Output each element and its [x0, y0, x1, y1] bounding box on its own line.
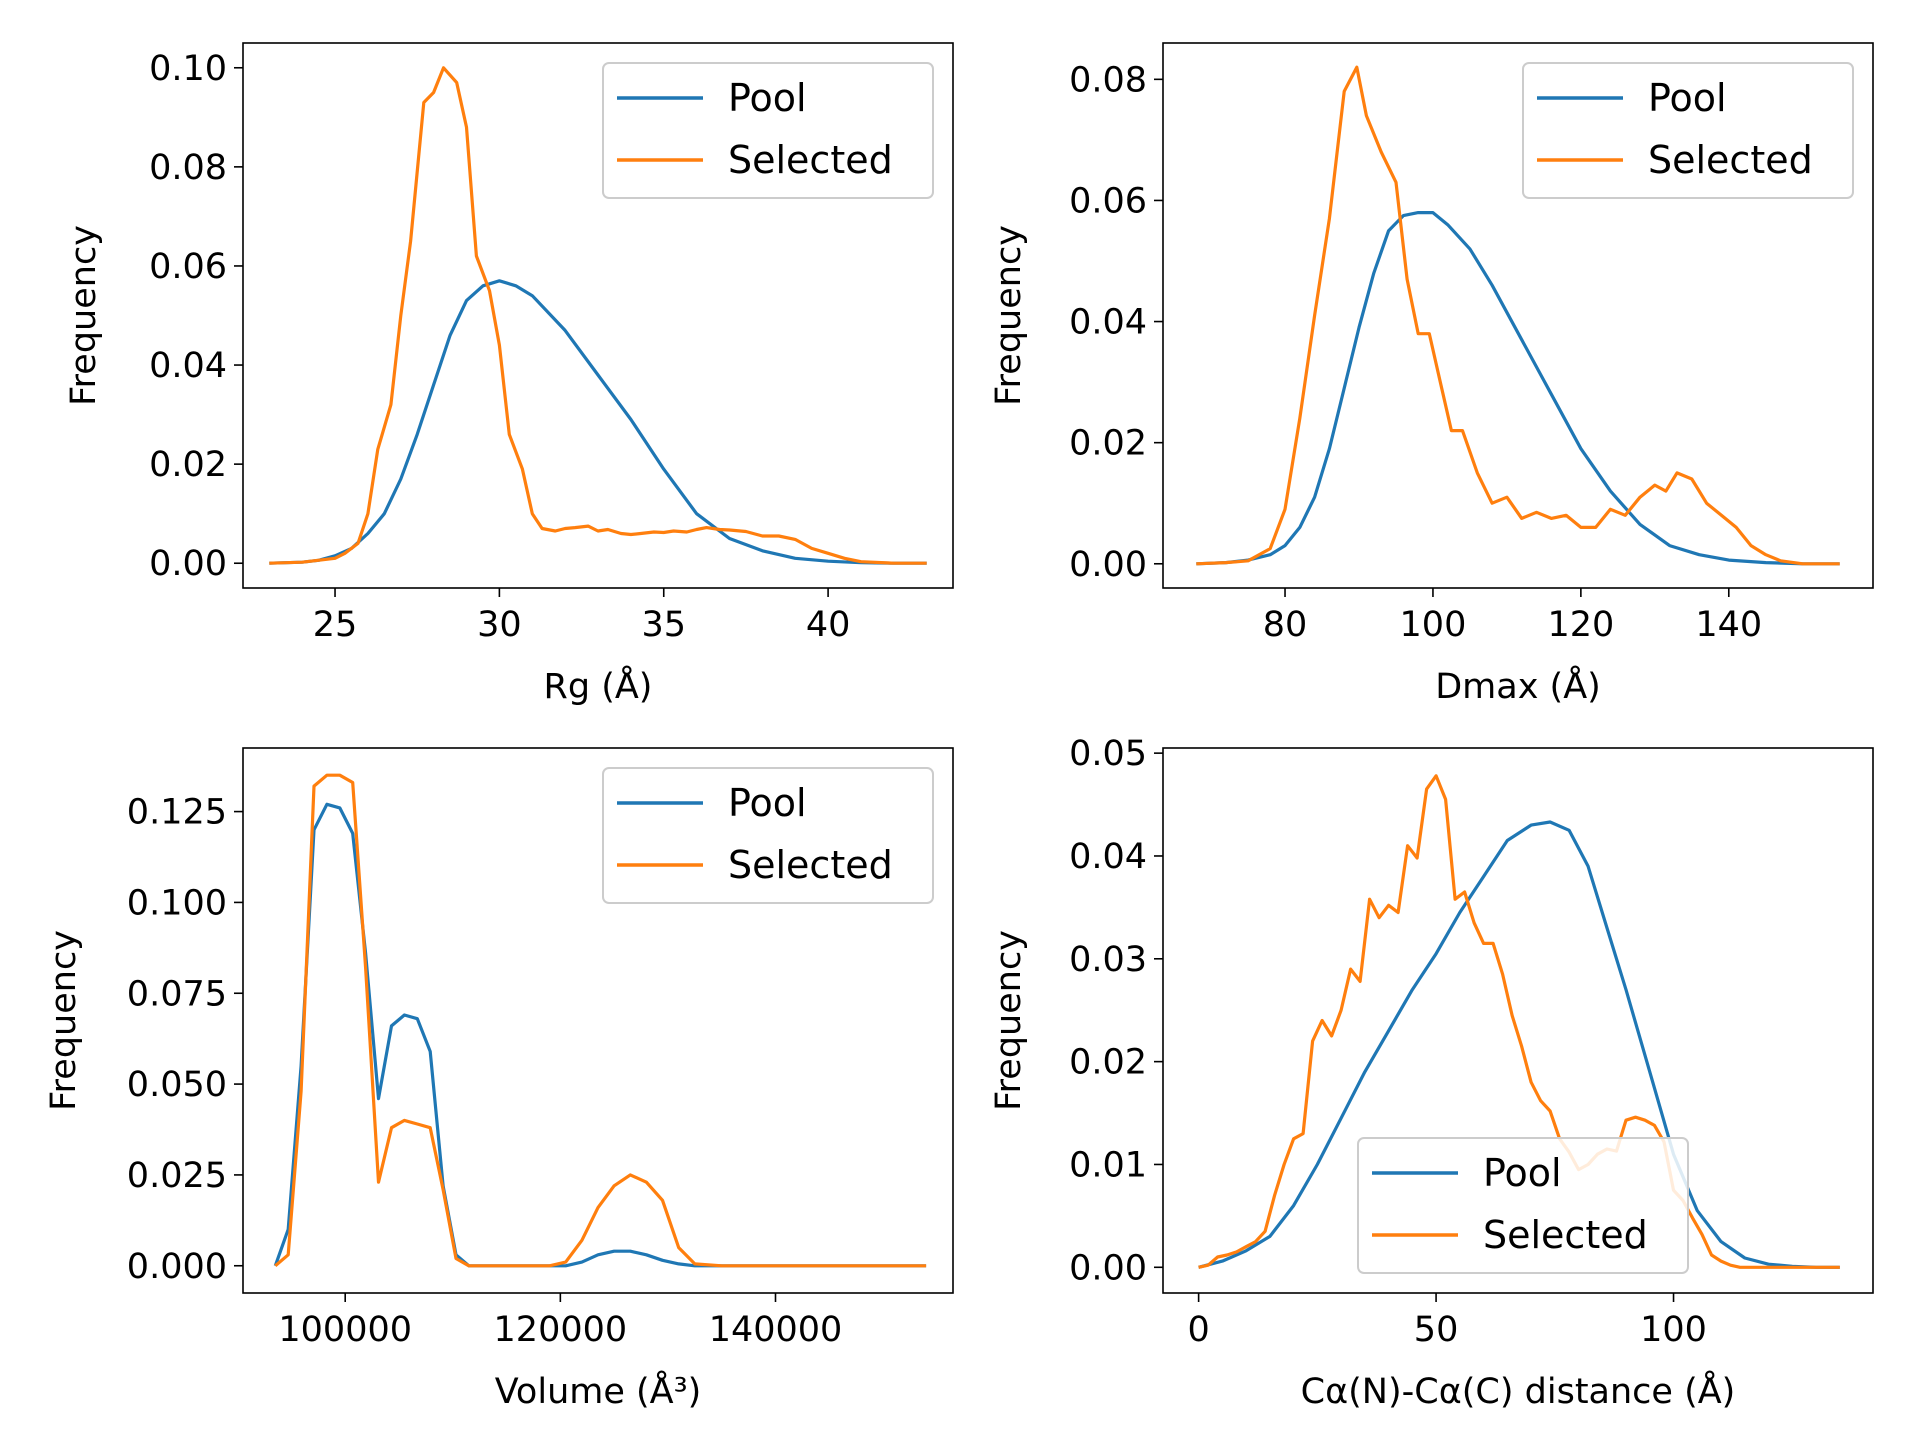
axes-frame [242, 42, 954, 589]
x-tick-label: 40 [806, 605, 851, 645]
series-line-pool [1198, 820, 1840, 1269]
series-line-selected [269, 66, 927, 565]
chart-panel-2: 80 100 120 140 0.00 0.02 0.04 0.06 0.08 Dmax (Å) F… [989, 42, 1874, 707]
axes-frame [242, 747, 954, 1294]
x-tick-label: 25 [313, 605, 358, 645]
y-tick-label: 0.00 [149, 544, 227, 584]
series-line-selected [274, 773, 927, 1268]
x-tick-label: 140000 [709, 1310, 843, 1350]
legend-label-selected: Selected [728, 843, 893, 887]
series-line-pool [1196, 211, 1840, 566]
legend: Pool Selected [1522, 62, 1854, 199]
legend-label-pool: Pool [728, 76, 807, 120]
x-axis-label: Cα(N)-Cα(C) distance (Å) [1301, 1369, 1736, 1412]
legend-label-selected: Selected [1648, 138, 1813, 182]
x-tick-label: 100000 [278, 1310, 412, 1350]
x-tick-label: 100 [1640, 1310, 1707, 1350]
legend-label-selected: Selected [728, 138, 893, 182]
x-tick-label: 35 [641, 605, 686, 645]
y-tick-label: 0.02 [149, 445, 227, 485]
y-tick-label: 0.08 [149, 148, 227, 188]
legend-label-pool: Pool [728, 781, 807, 825]
y-tick-label: 0.04 [1069, 837, 1147, 877]
x-tick-label: 50 [1414, 1310, 1459, 1350]
y-tick-label: 0.04 [1069, 303, 1147, 343]
x-tick-label: 80 [1263, 605, 1308, 645]
legend: Pool Selected [602, 62, 934, 199]
x-tick-label: 100 [1400, 605, 1467, 645]
y-axis-label: Frequency [64, 225, 104, 406]
y-tick-label: 0.050 [127, 1065, 227, 1105]
y-tick-label: 0.02 [1069, 424, 1147, 464]
x-tick-label: 120000 [494, 1310, 628, 1350]
y-tick-label: 0.04 [149, 346, 227, 386]
y-tick-label: 0.075 [127, 974, 227, 1014]
legend-label-pool: Pool [1648, 76, 1727, 120]
y-tick-label: 0.06 [149, 247, 227, 287]
y-tick-label: 0.10 [149, 49, 227, 89]
x-axis-label: Volume (Å³) [495, 1369, 702, 1412]
axes-frame [1162, 42, 1874, 589]
y-tick-label: 0.125 [127, 793, 227, 833]
x-tick-label: 0 [1187, 1310, 1209, 1350]
chart-panel-1: 25 30 35 40 0.00 0.02 0.04 0.06 0.08 0.10 Rg (Å) Fr… [64, 42, 954, 707]
legend-label-selected: Selected [1483, 1213, 1648, 1257]
chart-panel-3: 100000 120000 140000 0.000 0.025 0.050 0.075 0.… [44, 747, 954, 1412]
x-tick-label: 30 [477, 605, 522, 645]
axes-frame [1162, 747, 1874, 1294]
legend: Pool Selected [1357, 1137, 1689, 1274]
x-axis-label: Rg (Å) [544, 664, 653, 707]
y-tick-label: 0.000 [127, 1247, 227, 1287]
x-tick-label: 140 [1695, 605, 1762, 645]
y-axis-label: Frequency [989, 225, 1029, 406]
x-tick-label: 120 [1547, 605, 1614, 645]
y-tick-label: 0.08 [1069, 60, 1147, 100]
y-tick-label: 0.100 [127, 883, 227, 923]
series-line-selected [1196, 65, 1840, 566]
legend: Pool Selected [602, 767, 934, 904]
y-tick-label: 0.025 [127, 1156, 227, 1196]
y-tick-label: 0.01 [1069, 1145, 1147, 1185]
y-axis-label: Frequency [989, 930, 1029, 1111]
y-axis-label: Frequency [44, 930, 84, 1111]
y-tick-label: 0.00 [1069, 545, 1147, 585]
chart-panel-4: 0 50 100 0.00 0.01 0.02 0.03 0.04 0.05 Cα(N)-Cα(C… [989, 734, 1874, 1412]
y-tick-label: 0.05 [1069, 734, 1147, 774]
x-axis-label: Dmax (Å) [1435, 664, 1601, 707]
y-tick-label: 0.00 [1069, 1248, 1147, 1288]
y-tick-label: 0.03 [1069, 940, 1147, 980]
y-tick-label: 0.02 [1069, 1043, 1147, 1083]
legend-label-pool: Pool [1483, 1151, 1562, 1195]
series-line-selected [1198, 774, 1840, 1269]
y-tick-label: 0.06 [1069, 181, 1147, 221]
